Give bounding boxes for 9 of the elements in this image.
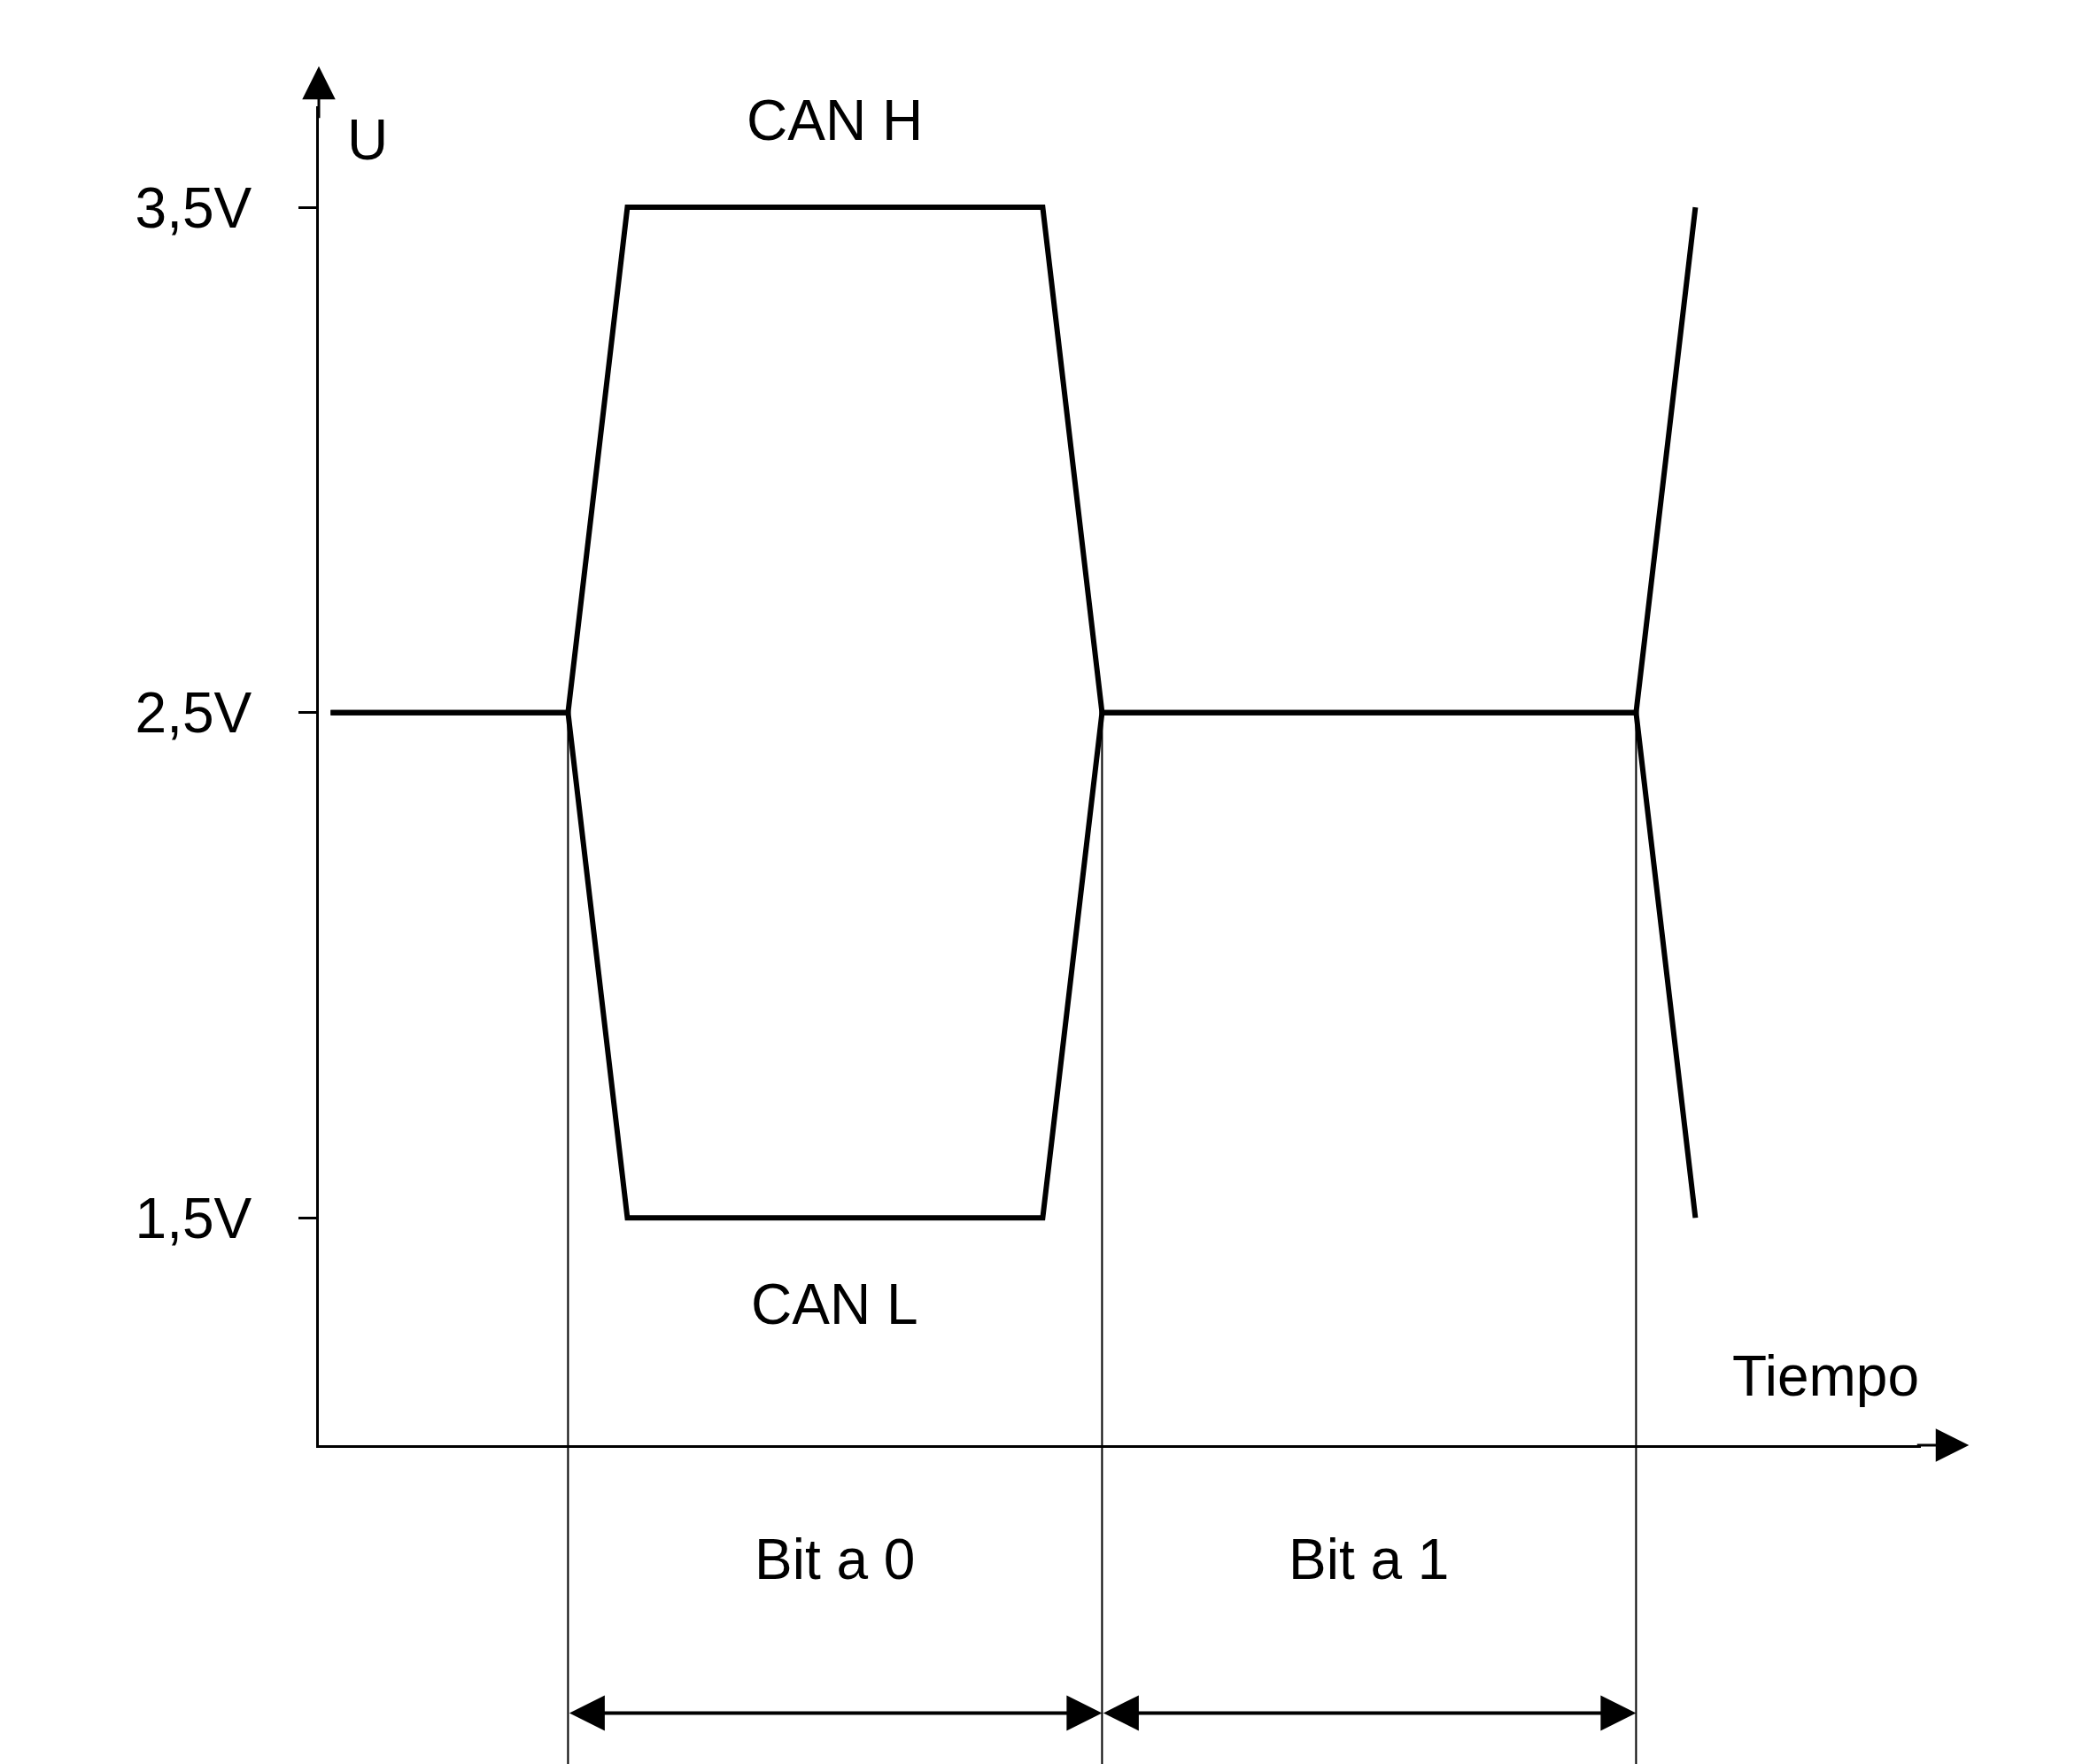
text: Bit a 1 [1289, 1528, 1450, 1591]
text: Bit a 0 [755, 1528, 916, 1591]
y-tick-label: 3,5V [135, 175, 252, 240]
y-tick-label: 1,5V [135, 1186, 252, 1250]
series-label: CAN H [747, 89, 924, 152]
y-axis-title: U [347, 108, 389, 172]
series-label: CAN L [751, 1273, 918, 1336]
x-axis-title: Tiempo [1732, 1344, 1920, 1408]
y-tick-label: 2,5V [135, 681, 252, 746]
